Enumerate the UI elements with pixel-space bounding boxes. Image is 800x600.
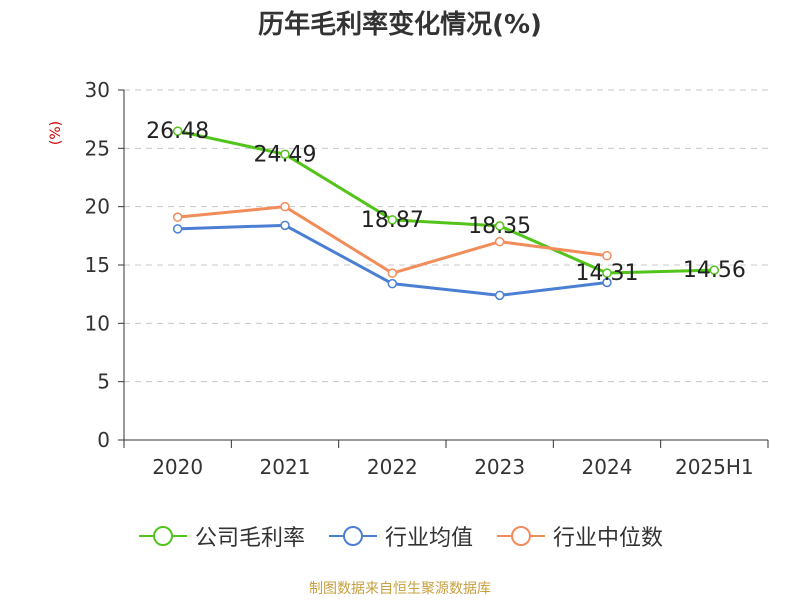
data-label: 18.87 (361, 208, 424, 233)
x-tick-label: 2024 (582, 455, 633, 479)
y-tick-label: 0 (97, 428, 110, 452)
y-tick-label: 5 (97, 370, 110, 394)
y-tick-label: 30 (85, 78, 110, 102)
legend-circle (342, 526, 363, 546)
x-tick-label: 2025H1 (675, 455, 754, 479)
data-point (602, 277, 612, 288)
data-label: 14.56 (683, 258, 746, 283)
data-point (494, 290, 505, 301)
data-label: 26.48 (146, 119, 209, 144)
data-point (387, 215, 398, 225)
legend-marker-icon (328, 526, 377, 546)
data-point (387, 268, 398, 278)
data-label: 14.31 (576, 261, 639, 286)
data-labels: 26.48 24.49 18.87 18.35 14.31 14.56 (146, 119, 746, 286)
series-line (177, 129, 715, 275)
legend-marker-icon (138, 526, 187, 546)
data-point (709, 265, 720, 275)
grid-lines (124, 89, 768, 383)
x-tick-label: 2020 (152, 455, 203, 479)
data-label: 24.49 (254, 142, 317, 167)
x-tick-label: 2021 (260, 455, 311, 479)
data-label: 18.35 (468, 214, 531, 239)
data-point (387, 278, 398, 289)
axes: 0 5 10 15 20 25 30 2020 2021 2022 2023 2024 2025H1 (85, 78, 769, 479)
legend: 公司毛利率 行业均值 行业中位数 (0, 520, 800, 552)
legend-circle (152, 526, 173, 546)
legend-item[interactable]: 行业中位数 (495, 520, 663, 552)
data-point (602, 268, 612, 278)
data-point (172, 212, 183, 222)
data-point (602, 250, 612, 261)
legend-item[interactable]: 公司毛利率 (137, 520, 305, 552)
legend-label: 公司毛利率 (194, 526, 305, 551)
data-point (280, 220, 290, 231)
data-point (172, 224, 183, 234)
data-point (494, 221, 505, 231)
y-tick-label: 25 (85, 136, 110, 160)
legend-label: 行业中位数 (553, 526, 664, 551)
legend-item[interactable]: 行业均值 (327, 520, 473, 552)
data-point (494, 236, 505, 247)
x-tick-label: 2022 (367, 455, 418, 479)
data-point (280, 149, 290, 160)
chart-title: 历年毛利率变化情况(%) (258, 10, 542, 40)
data-point (172, 126, 183, 136)
data-point (280, 201, 290, 212)
legend-marker-icon (497, 526, 545, 546)
series-lines (172, 126, 720, 301)
y-tick-label: 20 (85, 195, 110, 219)
source-note: 制图数据来自恒生聚源数据库 (309, 581, 491, 597)
y-tick-label: 10 (85, 311, 110, 335)
y-tick-label: 15 (85, 253, 110, 277)
legend-circle (511, 526, 531, 546)
legend-label: 行业均值 (384, 526, 473, 551)
x-tick-label: 2023 (474, 455, 525, 479)
